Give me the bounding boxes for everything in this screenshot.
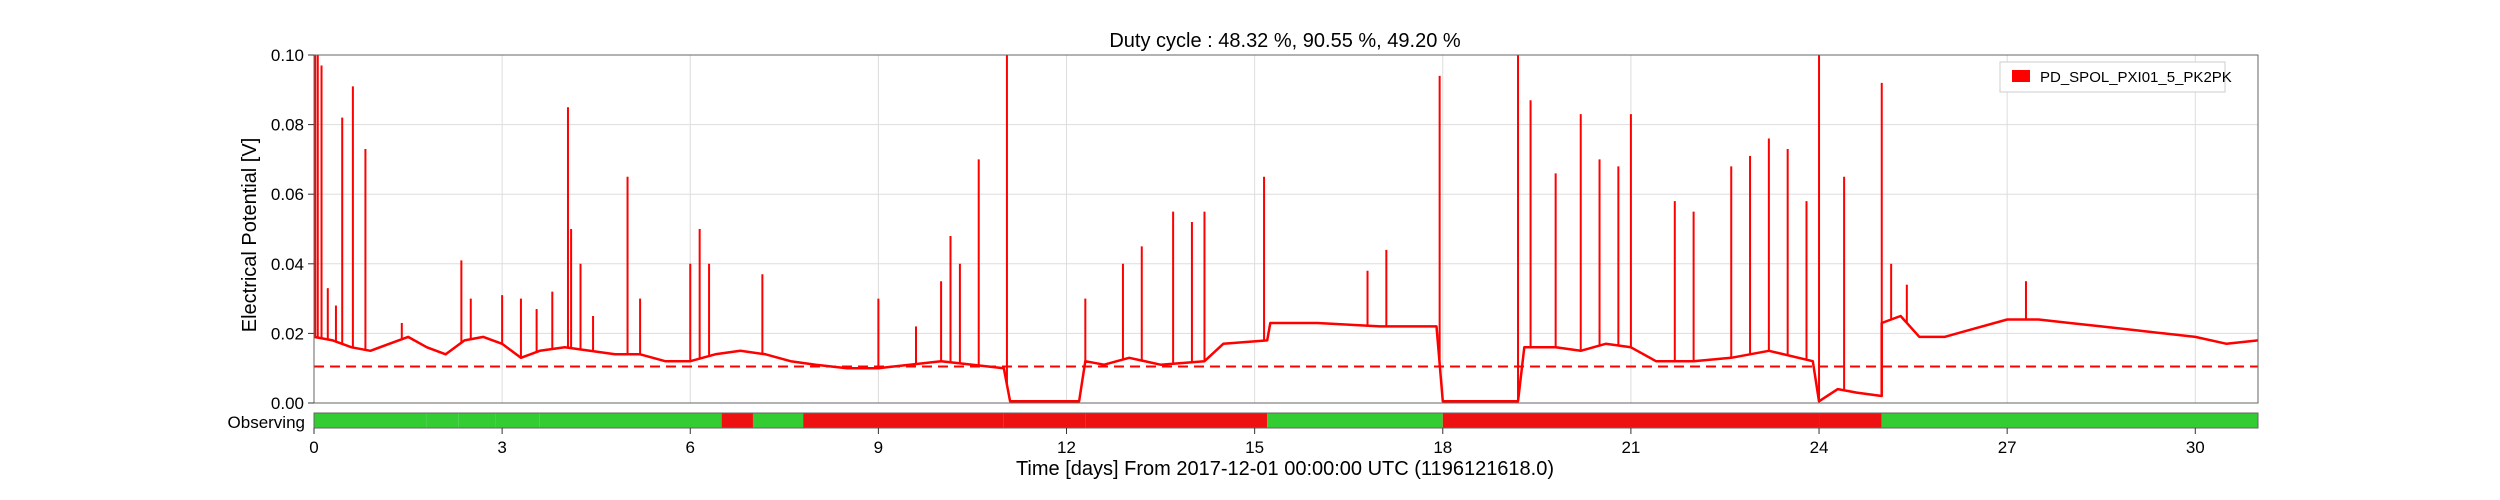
segment-on [539, 413, 722, 428]
x-tick-label: 15 [1245, 438, 1264, 457]
segment-on [426, 413, 459, 428]
segment-on [752, 413, 804, 428]
y-tick-label: 0.04 [271, 255, 304, 274]
legend-entry: PD_SPOL_PXI01_5_PK2PK [2040, 69, 2232, 86]
segment-off [1442, 413, 1820, 428]
x-tick-label: 21 [1621, 438, 1640, 457]
x-tick-label: 18 [1433, 438, 1452, 457]
x-tick-label: 6 [686, 438, 695, 457]
plot-area: 0.00 0.02 0.04 0.06 0.08 0.10 0 3 6 9 12 15 18 21 24 27… [271, 46, 2259, 457]
x-tick-label: 12 [1057, 438, 1076, 457]
x-axis-label: Time [days] From 2017-12-01 00:00:00 UTC… [1016, 458, 1554, 480]
y-tick-label: 0.06 [271, 185, 304, 204]
segment-off [1819, 413, 1882, 428]
legend: PD_SPOL_PXI01_5_PK2PK [1999, 61, 2232, 93]
segment-on [495, 413, 540, 428]
segment-off [803, 413, 1004, 428]
x-tick-label: 0 [309, 438, 318, 457]
segment-off [1003, 413, 1086, 428]
plot-frame [313, 54, 2259, 404]
x-tick-label: 3 [497, 438, 506, 457]
plot-background [314, 55, 2258, 403]
x-tick-label: 30 [2186, 438, 2205, 457]
segment-on [1881, 413, 2258, 428]
segment-on [314, 413, 427, 428]
y-tick-label: 0.00 [271, 394, 304, 413]
chart-title: Duty cycle : 48.32 %, 90.55 %, 49.20 % [1109, 30, 1461, 52]
segment-on [1267, 413, 1443, 428]
segment-bar-frame [313, 412, 2259, 429]
segment-off [721, 413, 753, 428]
x-tick-label: 27 [1998, 438, 2017, 457]
y-axis-label: Electrical Potential [V] [239, 138, 261, 333]
legend-box [1999, 61, 2226, 93]
y-tick-label: 0.10 [271, 46, 304, 65]
legend-swatch [2012, 70, 2030, 82]
segment-bar-label: Observing [228, 413, 305, 432]
x-tick-label: 9 [874, 438, 883, 457]
x-tick-label: 24 [1810, 438, 1829, 457]
y-tick-label: 0.02 [271, 324, 304, 343]
segment-on [458, 413, 496, 428]
y-tick-label: 0.08 [271, 116, 304, 135]
segment-off [1085, 413, 1268, 428]
